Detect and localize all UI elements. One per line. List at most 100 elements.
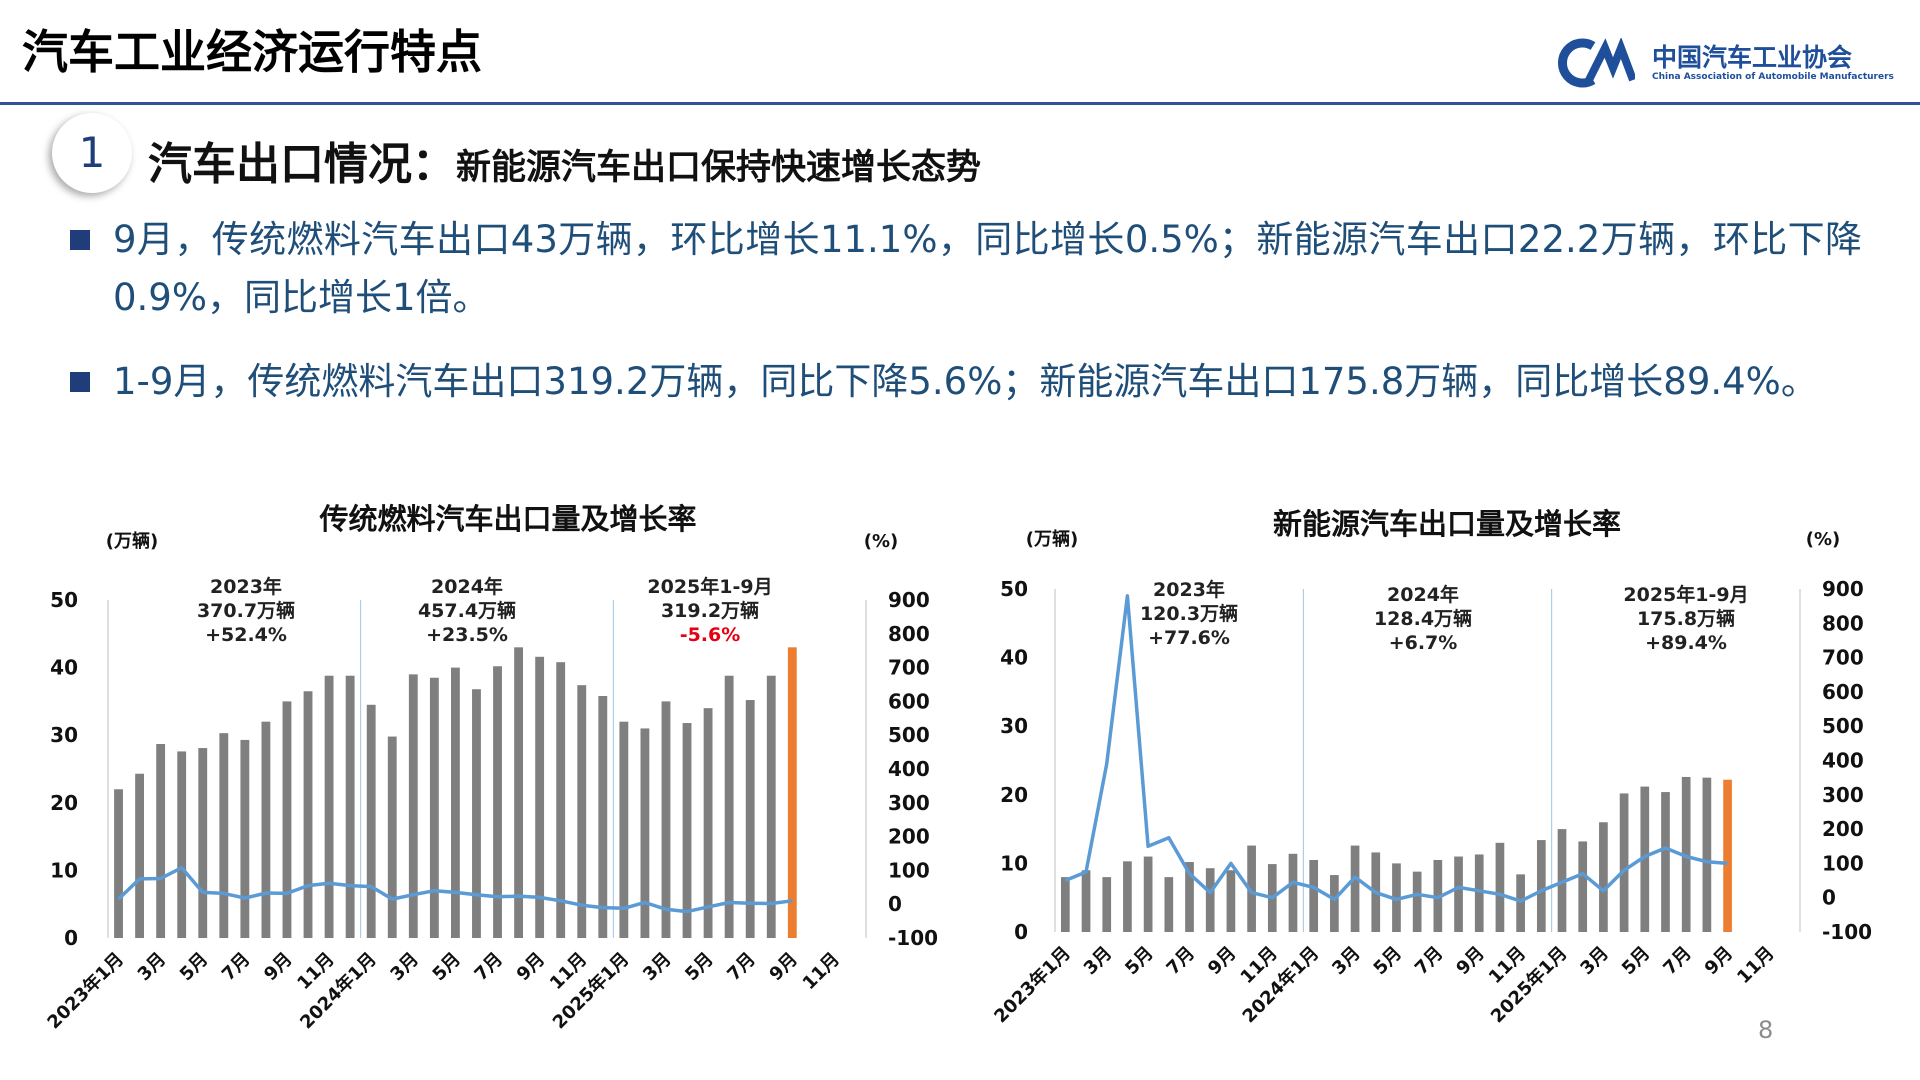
y2-tick-label: 900 bbox=[888, 588, 930, 612]
bar bbox=[514, 647, 524, 938]
y-tick-label: 50 bbox=[1000, 577, 1028, 601]
bar bbox=[450, 667, 460, 938]
x-tick-label: 7月 bbox=[1659, 943, 1695, 979]
y2-tick-label: 800 bbox=[1822, 611, 1864, 635]
x-tick-label: 5月 bbox=[1370, 943, 1406, 979]
bar bbox=[1599, 822, 1608, 932]
bar bbox=[493, 666, 502, 938]
bar bbox=[1495, 842, 1505, 932]
y2-tick-label: 900 bbox=[1822, 577, 1864, 601]
annotation: 370.7万辆 bbox=[197, 599, 295, 622]
x-tick-label: 11月 bbox=[1733, 943, 1778, 988]
bar bbox=[682, 723, 692, 938]
y2-tick-label: 0 bbox=[888, 892, 902, 916]
bar bbox=[240, 739, 250, 938]
annotation: 2024年 bbox=[1387, 583, 1459, 606]
y-tick-label: 50 bbox=[50, 588, 78, 612]
chart-title: 传统燃料汽车出口量及增长率 bbox=[318, 502, 696, 536]
y-axis-unit: (万辆) bbox=[1026, 528, 1078, 550]
x-tick-label: 9月 bbox=[765, 949, 801, 985]
logo-mark bbox=[1558, 38, 1635, 88]
bar bbox=[1185, 862, 1194, 932]
y-tick-label: 30 bbox=[50, 723, 78, 747]
bar bbox=[1288, 853, 1298, 932]
bar bbox=[219, 733, 229, 938]
y-tick-label: 10 bbox=[1000, 851, 1028, 875]
bar bbox=[1516, 874, 1525, 932]
y2-tick-label: 100 bbox=[888, 858, 930, 882]
bar bbox=[261, 721, 271, 938]
section-number: 1 bbox=[52, 113, 132, 193]
header-rule bbox=[0, 102, 1920, 105]
x-tick-label: 5月 bbox=[681, 949, 717, 985]
x-tick-label: 7月 bbox=[218, 949, 254, 985]
bar bbox=[1309, 859, 1319, 932]
annotation: +23.5% bbox=[426, 624, 508, 646]
bar bbox=[135, 773, 145, 938]
bar bbox=[556, 662, 566, 938]
y2-tick-label: 600 bbox=[888, 689, 930, 713]
line bbox=[1064, 594, 1728, 903]
bar bbox=[1454, 856, 1463, 932]
y2-tick-label: 300 bbox=[888, 791, 930, 815]
section-title: 汽车出口情况： bbox=[148, 139, 456, 190]
annotation: 2024年 bbox=[431, 575, 503, 598]
x-tick-label: 7月 bbox=[1411, 943, 1447, 979]
x-tick-label: 5月 bbox=[429, 949, 465, 985]
x-tick-label: 9月 bbox=[1452, 943, 1488, 979]
bar bbox=[1723, 779, 1732, 932]
y-tick-label: 40 bbox=[1000, 646, 1028, 670]
bar bbox=[1123, 861, 1132, 932]
bar bbox=[1061, 877, 1070, 932]
y-tick-label: 0 bbox=[1014, 920, 1028, 944]
bar bbox=[1164, 877, 1174, 932]
y2-tick-label: 300 bbox=[1822, 783, 1864, 807]
y-tick-label: 10 bbox=[50, 858, 78, 882]
annotation: 319.2万辆 bbox=[661, 599, 759, 622]
y-tick-label: 40 bbox=[50, 656, 78, 680]
bar bbox=[114, 789, 123, 938]
bar bbox=[535, 656, 545, 938]
y2-tick-label: 400 bbox=[1822, 749, 1864, 773]
bar bbox=[1350, 845, 1360, 932]
section-heading: 汽车出口情况：新能源汽车出口保持快速增长态势 bbox=[148, 128, 981, 192]
bar bbox=[1661, 792, 1670, 932]
annotation: 2025年1-9月 bbox=[1623, 583, 1748, 606]
x-tick-label: 11月 bbox=[799, 949, 844, 994]
bar bbox=[619, 721, 629, 938]
x-tick-label: 5月 bbox=[1121, 943, 1157, 979]
bar bbox=[408, 674, 418, 938]
bar bbox=[303, 691, 313, 938]
y2-tick-label: 800 bbox=[888, 622, 930, 646]
y-tick-label: 20 bbox=[1000, 783, 1028, 807]
bar bbox=[766, 675, 776, 938]
bar bbox=[198, 748, 208, 938]
bar bbox=[1247, 845, 1256, 932]
bar bbox=[345, 675, 355, 938]
y2-tick-label: 500 bbox=[1822, 714, 1864, 738]
annotation: -5.6% bbox=[680, 624, 741, 646]
org-name-en: China Association of Automobile Manufact… bbox=[1652, 72, 1894, 82]
bar bbox=[1702, 777, 1712, 932]
y2-tick-label: 200 bbox=[1822, 817, 1864, 841]
bar bbox=[1640, 786, 1650, 932]
x-tick-label: 3月 bbox=[639, 949, 675, 985]
bar bbox=[640, 728, 650, 938]
x-tick-label: 9月 bbox=[260, 949, 296, 985]
y2-axis-unit: (%) bbox=[864, 531, 899, 552]
x-tick-label: 9月 bbox=[1204, 943, 1240, 979]
x-tick-label: 9月 bbox=[513, 949, 549, 985]
annotation: 120.3万辆 bbox=[1140, 602, 1238, 625]
bar bbox=[429, 677, 439, 938]
org-name: 中国汽车工业协会 bbox=[1652, 43, 1853, 72]
x-tick-label: 3月 bbox=[1577, 943, 1613, 979]
bar bbox=[1681, 776, 1691, 932]
bar bbox=[472, 689, 481, 938]
x-tick-label: 5月 bbox=[1618, 943, 1654, 979]
annotation: 2023年 bbox=[1153, 578, 1225, 601]
slide-title: 汽车工业经济运行特点 bbox=[22, 25, 482, 79]
bar bbox=[1578, 841, 1588, 932]
y-tick-label: 30 bbox=[1000, 714, 1028, 738]
x-tick-label: 2023年1月 bbox=[43, 948, 128, 1033]
